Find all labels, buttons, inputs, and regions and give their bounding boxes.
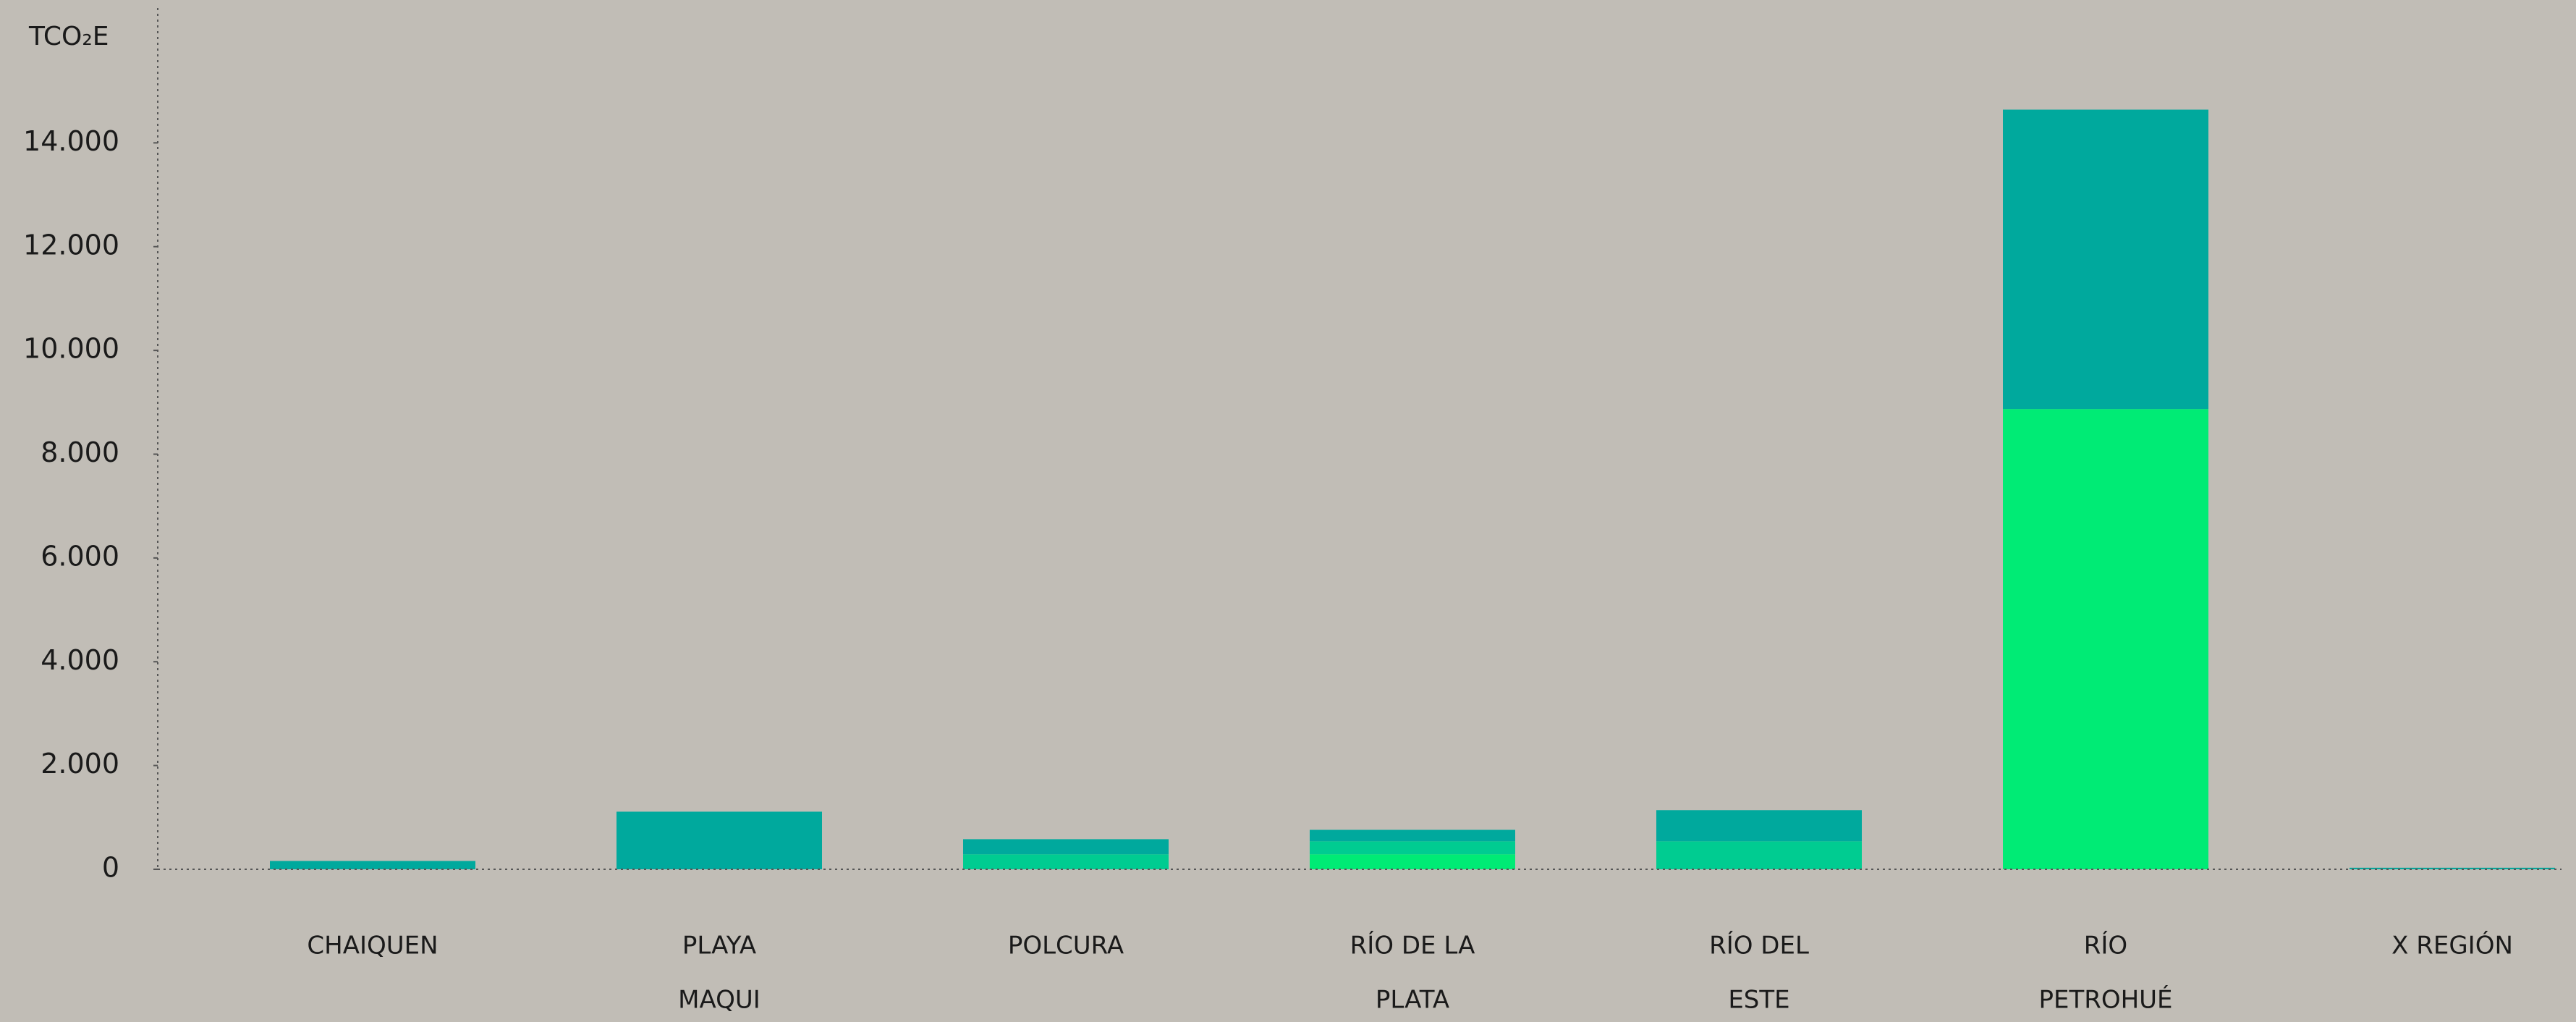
y-tick-label: 12.000 [23,229,119,261]
bar-segment [1310,829,1515,842]
bar-segment [2003,409,2208,869]
x-tick-label: RÍO DEL [1709,931,1809,960]
y-tick-label: 14.000 [23,125,119,157]
y-axis-title: TCO₂E [28,22,109,51]
x-tick-label: X REGIÓN [2391,931,2513,960]
x-tick-label: RÍO [2084,931,2127,960]
x-tick-label: POLCURA [1008,932,1124,960]
bar-segment [963,854,1169,869]
bar-segment [2350,867,2555,869]
x-tick-label: PLAYA [682,932,756,960]
y-tick-label: 10.000 [23,333,119,365]
y-tick-label: 0 [102,852,119,884]
y-tick-label: 8.000 [41,436,119,468]
y-tick-label: 6.000 [41,540,119,572]
x-tick-label: MAQUI [678,986,760,1015]
bar-segment [270,861,475,869]
bar-segment [1656,810,1862,842]
x-tick-label: ESTE [1728,986,1789,1015]
bar-segment [1310,854,1515,869]
bar-segment [2003,109,2208,410]
x-tick-label: PLATA [1376,986,1449,1015]
bar-segment [963,839,1169,855]
x-tick-label: PETROHUÉ [2038,985,2172,1015]
bar-segment [1656,841,1862,869]
y-tick-label: 4.000 [41,644,119,676]
bar-segment [617,811,822,869]
bar-segment [1310,841,1515,855]
x-tick-label: CHAIQUEN [307,932,438,960]
x-tick-label: RÍO DE LA [1350,931,1475,960]
y-tick-label: 2.000 [41,748,119,780]
